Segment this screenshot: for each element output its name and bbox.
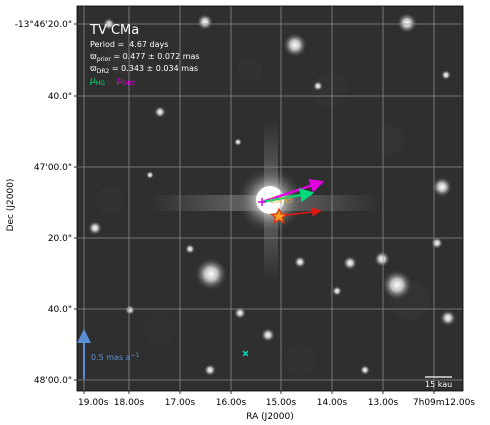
- phase-label: 0.455: [270, 196, 293, 205]
- parallax-prior-line: ϖprior = 0.477 ± 0.072 mas: [90, 52, 200, 63]
- x-tick-labels: 19.00s 18.00s 17.00s 16.00s 15.00s 14.00…: [78, 398, 475, 408]
- y-tick-labels: -13°46'20.0" 40.0" 47'00.0" 20.0" 40.0" …: [15, 20, 72, 386]
- legend-mu-hg: μHG: [89, 76, 105, 87]
- x-tick-label: 13.00s: [368, 398, 399, 408]
- coordinate-grid: [77, 6, 463, 391]
- pm-scale-label: 0.5 mas a−1: [91, 352, 140, 362]
- legend-mu-dr2: μDR2: [116, 76, 136, 87]
- tick-marks: [74, 23, 435, 394]
- parallax-dr2-line: ϖDR2 = 0.343 ± 0.034 mas: [90, 64, 198, 75]
- size-scale-label: 15 kau: [425, 380, 452, 389]
- x-tick-label: 19.00s: [78, 398, 109, 408]
- y-tick-label: 47'00.0": [34, 163, 72, 173]
- x-tick-label: 17.00s: [165, 398, 196, 408]
- star-name-title: TV CMa: [89, 23, 139, 38]
- plus-marker: [258, 198, 266, 206]
- x-tick-label: 15.00s: [266, 398, 297, 408]
- star-marker: [269, 207, 289, 224]
- x-tick-label: 7h09m12.00s: [413, 398, 475, 408]
- y-tick-label: 20.0": [48, 234, 72, 244]
- sky-image: 0.455 0.5 mas a−1 15 kau TV CMa Period =…: [77, 6, 463, 391]
- y-tick-label: 40.0": [48, 92, 72, 102]
- sky-noise: [96, 46, 430, 376]
- y-tick-label: 40.0": [48, 305, 72, 315]
- x-tick-label: 14.00s: [317, 398, 348, 408]
- field-stars: [88, 13, 456, 376]
- x-tick-label: 16.00s: [216, 398, 247, 408]
- mu-hg-arrow: [261, 188, 315, 204]
- mu-dr2-arrow: [261, 178, 325, 204]
- y-tick-label: 48'00.0": [34, 376, 72, 386]
- y-axis-title: Dec (J2000): [6, 179, 16, 232]
- cross-marker: [242, 350, 249, 357]
- period-line: Period = 4.67 days: [90, 40, 168, 49]
- x-tick-label: 18.00s: [114, 398, 145, 408]
- y-tick-label: -13°46'20.0": [15, 20, 72, 30]
- plot-frame: [76, 5, 464, 392]
- x-axis-title: RA (J2000): [246, 412, 294, 422]
